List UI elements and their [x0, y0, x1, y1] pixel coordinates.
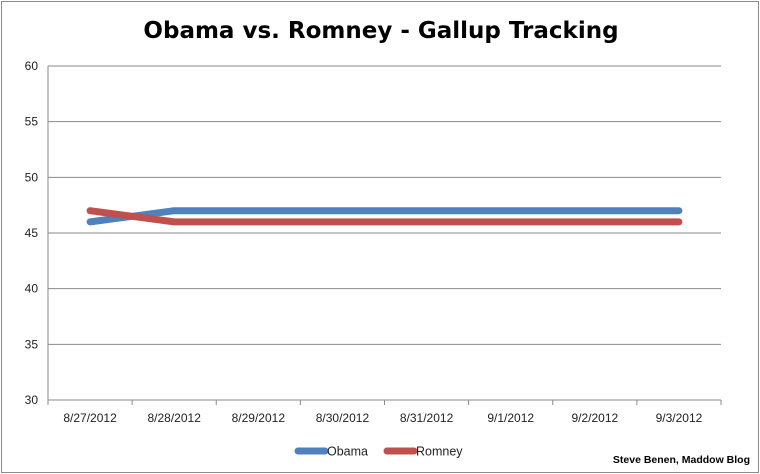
y-tick-label: 45 — [25, 226, 39, 240]
axes — [47, 66, 722, 405]
legend-label-romney: Romney — [416, 445, 463, 459]
x-tick-label: 8/30/2012 — [316, 411, 370, 425]
y-tick-label: 55 — [25, 115, 39, 129]
x-tick-label: 8/31/2012 — [400, 411, 454, 425]
y-tick-label: 40 — [25, 282, 39, 296]
x-tick-label: 9/1/2012 — [487, 411, 534, 425]
y-tick-label: 30 — [25, 393, 39, 407]
x-tick-label: 9/3/2012 — [656, 411, 703, 425]
x-tick-label: 8/27/2012 — [63, 411, 117, 425]
x-tick-label: 8/29/2012 — [232, 411, 286, 425]
x-tick-label: 8/28/2012 — [147, 411, 201, 425]
gridlines — [48, 65, 721, 345]
chart-title: Obama vs. Romney - Gallup Tracking — [143, 18, 619, 44]
y-tick-label: 35 — [25, 337, 39, 351]
x-tick-label: 9/2/2012 — [571, 411, 618, 425]
legend-label-obama: Obama — [327, 445, 368, 459]
series-lines — [86, 207, 683, 226]
credit-text: Steve Benen, Maddow Blog — [612, 454, 750, 466]
legend: Obama Romney — [294, 445, 463, 459]
series-line-romney — [86, 207, 683, 226]
y-tick-labels: 30 35 40 45 50 55 60 — [25, 59, 39, 407]
y-tick-label: 60 — [25, 59, 39, 73]
x-tick-labels: 8/27/2012 8/28/2012 8/29/2012 8/30/2012 8/31… — [63, 411, 702, 425]
y-tick-label: 50 — [25, 170, 39, 184]
series-line-obama — [86, 207, 683, 226]
